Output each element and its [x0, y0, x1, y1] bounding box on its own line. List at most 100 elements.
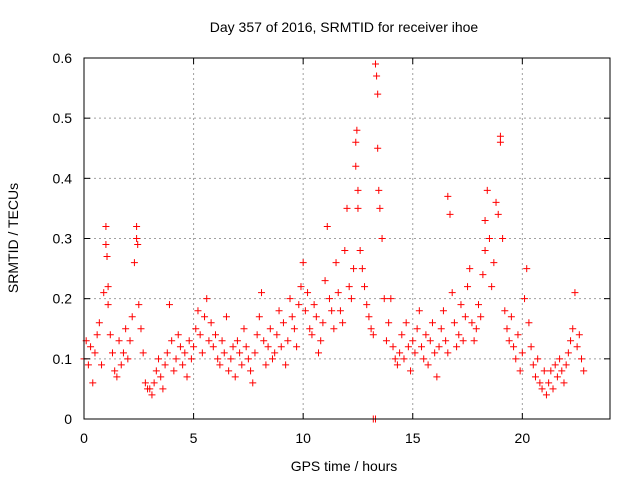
- data-point: [422, 331, 430, 339]
- data-point: [301, 307, 309, 315]
- data-point: [87, 343, 95, 351]
- data-point: [209, 343, 217, 351]
- data-point: [174, 331, 182, 339]
- data-point: [424, 361, 432, 369]
- data-point: [400, 355, 408, 363]
- data-point: [350, 265, 358, 273]
- data-point: [485, 235, 493, 242]
- data-point: [244, 355, 252, 363]
- data-point: [514, 331, 522, 339]
- data-point: [312, 313, 320, 321]
- data-point: [93, 331, 101, 339]
- data-point: [549, 385, 557, 393]
- data-point: [435, 343, 443, 351]
- data-point: [453, 343, 461, 351]
- data-point: [483, 186, 491, 194]
- data-point: [115, 337, 123, 345]
- data-point: [556, 355, 564, 363]
- data-point: [282, 361, 290, 369]
- data-point: [433, 373, 441, 381]
- data-point: [488, 283, 496, 291]
- data-point: [341, 247, 349, 255]
- data-point: [578, 355, 586, 363]
- data-point: [124, 355, 132, 363]
- data-point: [411, 349, 419, 357]
- data-point: [374, 90, 382, 98]
- data-point: [157, 373, 165, 381]
- data-point: [179, 361, 187, 369]
- data-point: [580, 367, 588, 375]
- data-point: [409, 337, 417, 345]
- x-tick-label: 10: [295, 430, 311, 446]
- data-point: [496, 138, 504, 146]
- data-point: [310, 301, 318, 309]
- data-point: [547, 367, 555, 375]
- data-point: [133, 235, 141, 242]
- data-point: [358, 265, 366, 273]
- x-tick-label: 20: [515, 430, 531, 446]
- data-point: [317, 337, 325, 345]
- data-point: [181, 349, 189, 357]
- data-point: [251, 349, 259, 357]
- data-point: [203, 295, 211, 303]
- data-point: [236, 349, 244, 357]
- data-point: [446, 210, 454, 218]
- data-point: [91, 349, 99, 357]
- data-point: [428, 319, 436, 327]
- data-point: [113, 373, 121, 381]
- data-point: [146, 385, 154, 393]
- data-point: [185, 337, 193, 345]
- data-point: [231, 373, 239, 381]
- data-point: [455, 331, 463, 339]
- data-point: [242, 343, 250, 351]
- y-tick-label: 0.6: [53, 50, 73, 66]
- data-point: [95, 319, 103, 327]
- data-point: [334, 289, 342, 297]
- data-point: [325, 295, 333, 303]
- data-point: [354, 186, 362, 194]
- data-point: [212, 331, 219, 339]
- data-point: [122, 325, 130, 333]
- data-point: [444, 192, 452, 200]
- data-point: [172, 355, 180, 363]
- data-point: [367, 325, 375, 333]
- data-point: [262, 361, 270, 369]
- data-point: [98, 361, 106, 369]
- data-point: [141, 379, 149, 387]
- data-point: [126, 337, 134, 345]
- data-point: [529, 361, 537, 369]
- data-point: [426, 337, 434, 345]
- data-point: [229, 343, 237, 351]
- data-point: [450, 319, 458, 327]
- data-point: [461, 313, 469, 321]
- data-point: [343, 204, 351, 212]
- data-point: [354, 204, 362, 212]
- data-point: [518, 349, 526, 357]
- data-point: [299, 259, 307, 267]
- data-point: [496, 132, 504, 140]
- data-point: [352, 162, 360, 170]
- data-point: [564, 349, 572, 357]
- data-point: [319, 319, 327, 327]
- data-point: [499, 235, 507, 242]
- data-point: [201, 313, 209, 321]
- data-point: [161, 361, 169, 369]
- data-point: [516, 367, 524, 375]
- data-point: [573, 343, 581, 351]
- data-point: [152, 367, 160, 375]
- data-point: [378, 235, 386, 242]
- data-point: [233, 337, 241, 345]
- data-point: [240, 325, 248, 333]
- data-point: [135, 301, 143, 309]
- data-point: [155, 355, 163, 363]
- data-point: [134, 241, 142, 249]
- data-point: [306, 325, 314, 333]
- data-points: [80, 60, 588, 423]
- data-point: [89, 379, 97, 387]
- y-tick-label: 0.2: [53, 291, 73, 307]
- data-point: [466, 265, 474, 273]
- data-point: [373, 72, 381, 80]
- data-point: [104, 301, 112, 309]
- data-point: [353, 126, 361, 134]
